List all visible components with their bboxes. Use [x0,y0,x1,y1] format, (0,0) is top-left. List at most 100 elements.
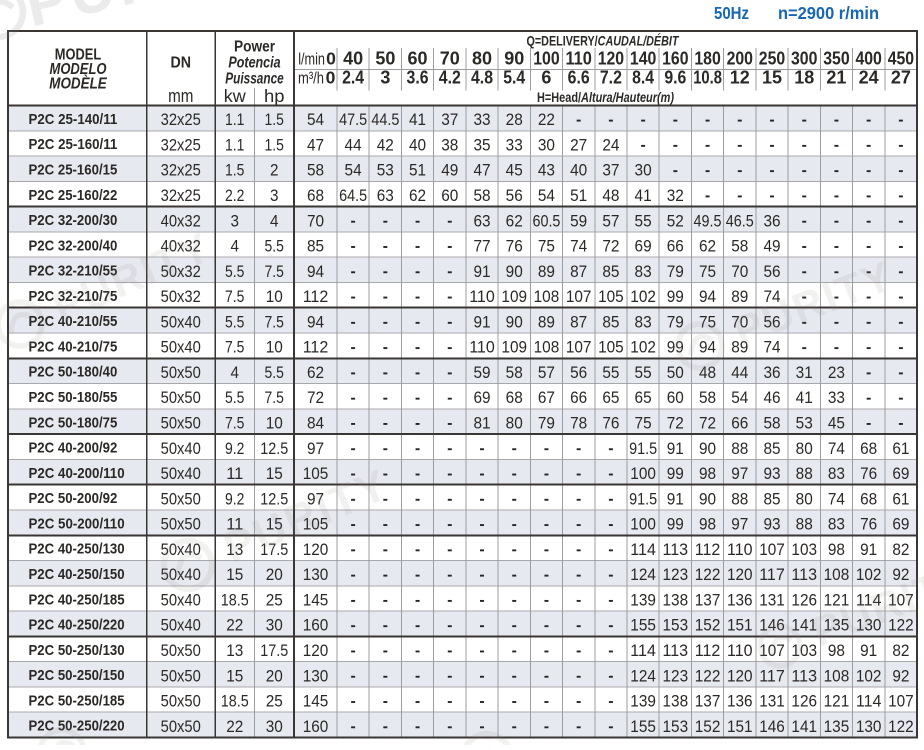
svg-text:100: 100 [533,49,559,69]
svg-text:126: 126 [791,590,817,609]
svg-text:55: 55 [635,211,652,230]
svg-text:Potencia: Potencia [228,55,281,72]
svg-text:135: 135 [824,616,850,635]
svg-text:69: 69 [635,237,652,256]
svg-text:P2C 32-210/75: P2C 32-210/75 [29,288,118,305]
svg-text:49.5: 49.5 [694,211,722,230]
svg-text:83: 83 [635,312,652,331]
svg-text:50x40: 50x40 [161,540,201,559]
svg-text:130: 130 [856,717,882,736]
svg-text:50Hz: 50Hz [714,3,749,23]
svg-text:7.5: 7.5 [265,388,284,407]
svg-text:MODÈLE: MODÈLE [49,76,107,93]
svg-text:7.5: 7.5 [225,287,244,306]
svg-text:44.5: 44.5 [371,110,399,129]
svg-text:37: 37 [602,161,619,180]
svg-text:36: 36 [763,363,780,382]
svg-text:P2C 50-180/75: P2C 50-180/75 [29,414,118,431]
svg-text:114: 114 [856,590,882,609]
svg-text:105: 105 [303,515,329,534]
svg-text:1.5: 1.5 [265,135,284,154]
svg-text:P2C 40-210/75: P2C 40-210/75 [29,338,118,355]
svg-text:103: 103 [791,641,817,660]
svg-text:51: 51 [409,161,426,180]
svg-text:98: 98 [699,464,716,483]
svg-text:74: 74 [763,287,780,306]
svg-text:55: 55 [635,363,652,382]
svg-text:12.5: 12.5 [260,489,288,508]
svg-text:57: 57 [602,211,619,230]
svg-text:74: 74 [763,338,780,357]
svg-text:58: 58 [731,237,748,256]
svg-text:105: 105 [303,464,329,483]
svg-text:27: 27 [570,135,587,154]
svg-text:60: 60 [667,388,684,407]
svg-text:88: 88 [796,464,813,483]
svg-text:69: 69 [892,464,909,483]
svg-text:60: 60 [408,49,428,69]
svg-text:21: 21 [826,67,846,87]
svg-text:75: 75 [699,312,716,331]
svg-text:24: 24 [602,135,619,154]
svg-text:88: 88 [796,515,813,534]
svg-text:58: 58 [699,388,716,407]
svg-text:30: 30 [266,616,283,635]
svg-text:0: 0 [326,68,336,88]
svg-text:40: 40 [343,49,363,69]
svg-text:48: 48 [602,186,619,205]
svg-text:91: 91 [860,540,877,559]
svg-text:2.4: 2.4 [342,67,364,87]
svg-text:41: 41 [409,110,426,129]
svg-text:113: 113 [791,565,817,584]
svg-text:91: 91 [473,262,490,281]
svg-text:83: 83 [635,262,652,281]
svg-text:4: 4 [270,211,279,230]
svg-text:117: 117 [759,565,785,584]
svg-text:5.5: 5.5 [265,237,284,256]
svg-text:137: 137 [695,590,721,609]
svg-text:50x32: 50x32 [161,287,201,306]
svg-text:152: 152 [695,616,721,635]
svg-text:450: 450 [888,49,914,69]
svg-text:30: 30 [635,161,652,180]
svg-text:P2C 25-160/11: P2C 25-160/11 [29,136,118,153]
svg-text:5.5: 5.5 [225,262,244,281]
svg-text:5.5: 5.5 [225,312,244,331]
svg-text:P2C 25-160/15: P2C 25-160/15 [29,162,118,179]
svg-text:40x32: 40x32 [161,211,201,230]
svg-text:126: 126 [791,692,817,711]
svg-text:15: 15 [226,666,243,685]
svg-text:98: 98 [828,641,845,660]
svg-text:102: 102 [856,666,882,685]
svg-text:32x25: 32x25 [161,135,201,154]
svg-text:160: 160 [303,717,329,736]
svg-text:146: 146 [759,616,785,635]
svg-text:136: 136 [727,590,753,609]
svg-text:40x32: 40x32 [161,237,201,256]
svg-text:7.2: 7.2 [600,67,622,87]
svg-text:88: 88 [731,439,748,458]
svg-text:kw: kw [224,86,246,106]
svg-text:57: 57 [538,363,555,382]
svg-text:87: 87 [570,262,587,281]
svg-text:76: 76 [602,414,619,433]
svg-text:110: 110 [727,540,753,559]
svg-text:3: 3 [380,67,390,87]
svg-text:66: 66 [570,388,587,407]
svg-text:138: 138 [663,692,689,711]
svg-text:24: 24 [859,67,879,87]
svg-text:55: 55 [602,363,619,382]
svg-text:112: 112 [695,641,721,660]
svg-text:64.5: 64.5 [339,186,367,205]
svg-text:17.5: 17.5 [260,540,288,559]
svg-text:12: 12 [730,67,750,87]
svg-text:20: 20 [266,666,283,685]
svg-text:47: 47 [307,135,324,154]
svg-text:P2C 50-200/110: P2C 50-200/110 [29,515,125,532]
svg-text:P2C 50-250/150: P2C 50-250/150 [29,667,125,684]
svg-text:50: 50 [375,49,395,69]
svg-text:10.8: 10.8 [693,67,722,87]
svg-text:97: 97 [307,439,324,458]
svg-text:103: 103 [791,540,817,559]
svg-text:4.8: 4.8 [471,67,493,87]
